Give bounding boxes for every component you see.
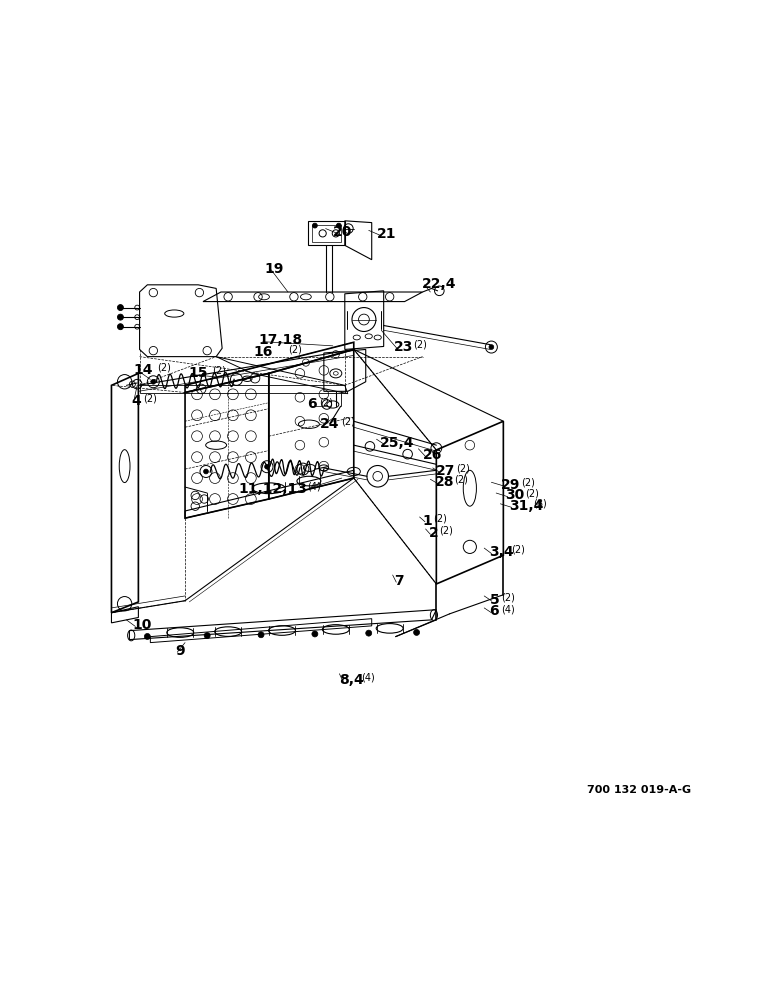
Circle shape	[117, 305, 124, 311]
Text: 5: 5	[489, 593, 499, 607]
Circle shape	[117, 314, 124, 320]
Text: (2): (2)	[454, 475, 468, 485]
Text: 14: 14	[134, 363, 153, 377]
Text: 23: 23	[394, 340, 413, 354]
Text: 19: 19	[264, 262, 283, 276]
Text: (2): (2)	[341, 416, 355, 426]
Text: (2): (2)	[433, 513, 447, 523]
Text: 16: 16	[254, 345, 273, 359]
Text: 27: 27	[436, 464, 455, 478]
Circle shape	[414, 629, 420, 635]
Text: 3,4: 3,4	[489, 545, 514, 559]
Text: 30: 30	[505, 488, 524, 502]
Text: 20: 20	[333, 225, 352, 239]
Text: (2): (2)	[143, 394, 157, 404]
Text: (2): (2)	[414, 340, 428, 350]
Text: 28: 28	[435, 475, 454, 489]
Circle shape	[117, 324, 124, 330]
Circle shape	[489, 345, 494, 349]
Circle shape	[204, 469, 208, 474]
Text: (4): (4)	[361, 673, 374, 683]
Text: (2): (2)	[521, 477, 535, 487]
Text: (2): (2)	[511, 545, 525, 555]
Text: 2: 2	[428, 526, 438, 540]
Text: 29: 29	[501, 478, 520, 492]
Circle shape	[204, 633, 210, 639]
Circle shape	[313, 223, 317, 228]
Text: (2): (2)	[526, 488, 540, 498]
Text: 9: 9	[175, 644, 185, 658]
Text: 25,4: 25,4	[380, 436, 415, 450]
Text: (2): (2)	[157, 362, 171, 372]
Text: (8): (8)	[533, 499, 547, 509]
Text: (2): (2)	[502, 592, 516, 602]
Circle shape	[265, 464, 269, 469]
Text: (4): (4)	[307, 481, 321, 491]
Text: (2): (2)	[212, 366, 226, 376]
Circle shape	[337, 223, 341, 228]
Text: (2): (2)	[288, 344, 302, 354]
Text: 26: 26	[423, 448, 442, 462]
Text: (2): (2)	[456, 464, 470, 474]
Text: 6: 6	[489, 604, 499, 618]
Text: 31,4: 31,4	[510, 499, 543, 513]
Text: 10: 10	[133, 618, 152, 632]
Text: 11,12,13: 11,12,13	[239, 482, 307, 496]
Text: 1: 1	[422, 514, 432, 528]
Circle shape	[312, 631, 318, 637]
Text: 700 132 019-A-G: 700 132 019-A-G	[587, 785, 691, 795]
Text: 24: 24	[320, 417, 340, 431]
Text: 22,4: 22,4	[422, 277, 456, 291]
Circle shape	[144, 633, 151, 639]
Text: 4: 4	[131, 394, 141, 408]
Text: (4): (4)	[502, 604, 515, 614]
Text: (2): (2)	[438, 526, 452, 536]
Circle shape	[258, 632, 264, 638]
Text: 8,4: 8,4	[340, 673, 364, 687]
Text: (2): (2)	[319, 397, 333, 407]
Circle shape	[366, 630, 372, 636]
Text: 17,18: 17,18	[258, 333, 302, 347]
Text: 15: 15	[188, 366, 208, 380]
Text: 21: 21	[377, 227, 396, 241]
Circle shape	[151, 379, 156, 384]
Text: 6: 6	[307, 397, 317, 411]
Text: 7: 7	[394, 574, 404, 588]
